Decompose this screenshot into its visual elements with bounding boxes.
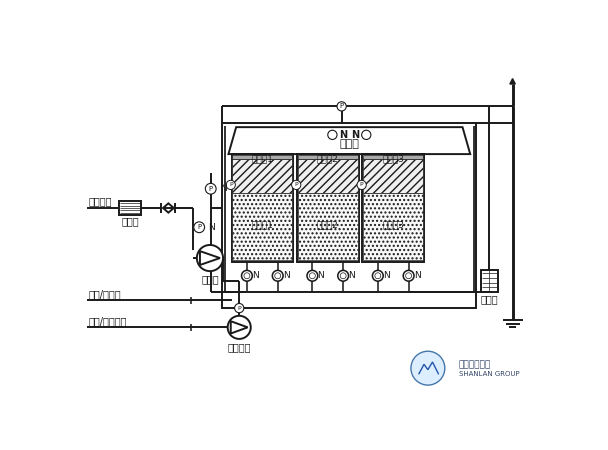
Text: 蓄热床2: 蓄热床2 (317, 220, 339, 230)
Bar (232, 194, 292, 260)
Text: N: N (348, 271, 355, 280)
Circle shape (406, 273, 412, 279)
Bar (119, 201, 140, 215)
Bar (363, 194, 423, 260)
Polygon shape (510, 79, 515, 84)
Circle shape (241, 270, 252, 281)
Circle shape (375, 273, 381, 279)
Circle shape (244, 273, 250, 279)
Text: 催化床2: 催化床2 (317, 154, 339, 163)
Circle shape (292, 180, 301, 189)
Bar (232, 155, 292, 159)
Circle shape (307, 270, 318, 281)
Circle shape (226, 180, 235, 189)
Bar (223, 123, 477, 308)
Bar (481, 270, 498, 292)
Text: N: N (220, 184, 227, 193)
Text: N: N (252, 271, 259, 280)
Text: 燃料/天然气: 燃料/天然气 (88, 289, 121, 299)
Circle shape (357, 180, 366, 189)
Text: 助燃风机: 助燃风机 (227, 342, 251, 352)
Text: 催化床3: 催化床3 (382, 154, 404, 163)
Text: 山蓝环境集团: 山蓝环境集团 (458, 360, 491, 369)
Circle shape (227, 316, 250, 339)
Circle shape (362, 130, 371, 140)
Bar (362, 154, 424, 262)
Text: 蓄热床3: 蓄热床3 (382, 220, 404, 230)
Bar (298, 194, 358, 260)
Circle shape (373, 270, 383, 281)
Circle shape (328, 130, 337, 140)
Text: 助燃/干洁空气: 助燃/干洁空气 (88, 316, 127, 326)
Bar (298, 155, 358, 159)
Text: 阻火器: 阻火器 (481, 294, 499, 304)
Bar (363, 155, 423, 159)
Text: N: N (339, 130, 347, 140)
Text: 过滤器: 过滤器 (121, 216, 139, 226)
Circle shape (206, 183, 216, 194)
Circle shape (337, 102, 346, 111)
Text: 废气进口: 废气进口 (88, 196, 112, 206)
Text: P: P (197, 224, 201, 230)
Text: P: P (209, 186, 213, 192)
Text: P: P (339, 104, 344, 109)
Circle shape (275, 273, 281, 279)
Circle shape (309, 273, 316, 279)
Text: P: P (237, 306, 241, 310)
Text: 催化床1: 催化床1 (251, 154, 273, 163)
Bar (232, 154, 293, 262)
Circle shape (411, 351, 445, 385)
Circle shape (197, 245, 223, 271)
Bar (298, 159, 358, 193)
Text: 蓄热床1: 蓄热床1 (251, 220, 273, 230)
Text: N: N (413, 271, 421, 280)
Circle shape (194, 222, 204, 233)
Text: 主风机: 主风机 (201, 274, 219, 284)
Circle shape (403, 270, 414, 281)
Bar (232, 159, 292, 193)
Text: N: N (283, 271, 289, 280)
Text: N: N (317, 271, 324, 280)
Circle shape (340, 273, 346, 279)
Text: N: N (209, 223, 215, 232)
Text: N: N (351, 130, 359, 140)
Circle shape (272, 270, 283, 281)
Bar (363, 159, 423, 193)
Circle shape (235, 303, 244, 313)
Text: P: P (360, 182, 364, 187)
Text: P: P (229, 182, 233, 187)
Text: P: P (294, 182, 298, 187)
Text: 燃烧室: 燃烧室 (339, 139, 359, 148)
Text: SHANLAN GROUP: SHANLAN GROUP (458, 371, 519, 377)
Bar (297, 154, 359, 262)
Text: N: N (383, 271, 390, 280)
Circle shape (338, 270, 348, 281)
